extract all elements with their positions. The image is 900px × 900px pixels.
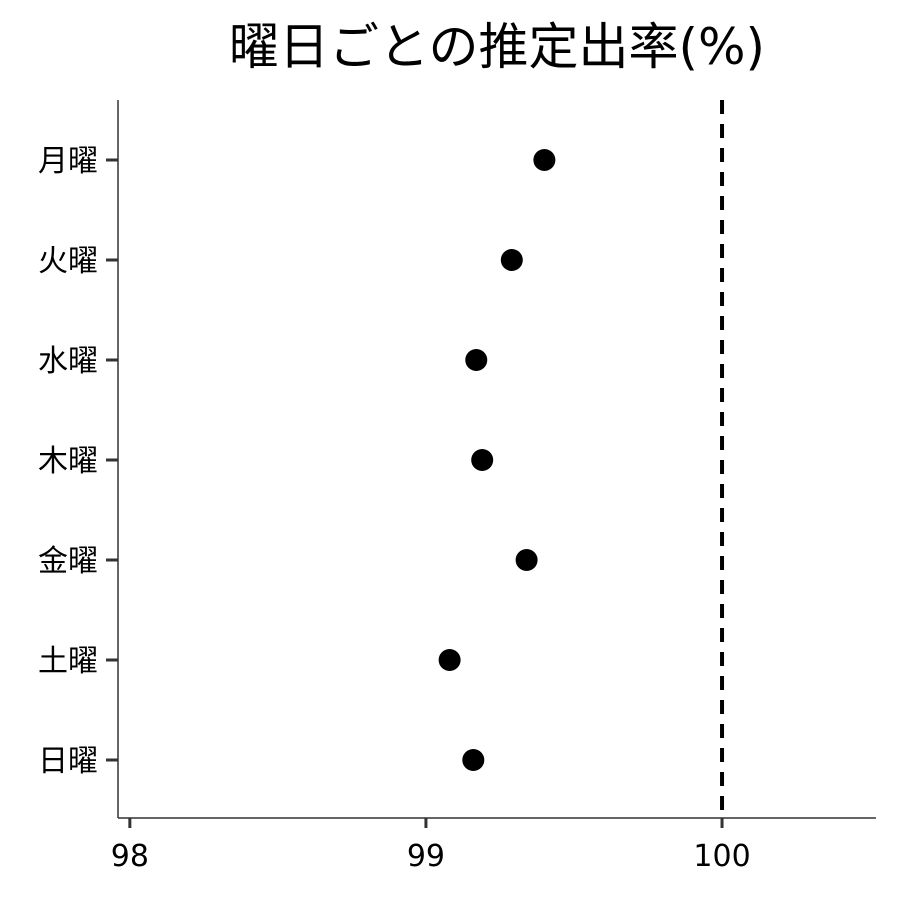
y-tick-label: 土曜 [38,644,98,679]
y-tick-label: 木曜 [38,444,98,479]
y-tick-label: 金曜 [38,544,98,579]
y-tick-label: 水曜 [38,344,98,379]
data-point [438,649,461,671]
y-tick-label: 月曜 [38,144,98,179]
data-point [462,749,485,771]
data-point [533,149,556,171]
x-tick-label: 99 [407,839,445,874]
data-point [515,549,538,571]
y-tick-label: 日曜 [38,744,98,779]
x-tick-label: 98 [111,839,149,874]
chart-title: 曜日ごとの推定出率(%) [229,18,765,76]
data-point [500,249,523,271]
y-tick-label: 火曜 [38,244,98,279]
x-tick-label: 100 [693,839,750,874]
data-point [471,449,494,471]
data-point [465,349,488,371]
